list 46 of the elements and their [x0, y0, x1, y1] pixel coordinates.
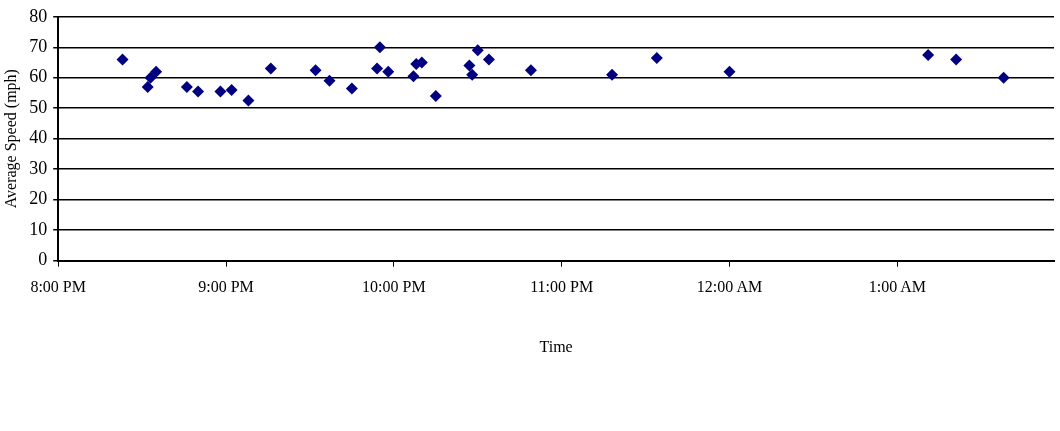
- point: [466, 68, 479, 81]
- point: [264, 62, 277, 75]
- point: [309, 64, 322, 77]
- point: [922, 48, 935, 61]
- x-tick-label: 1:00 AM: [868, 278, 927, 296]
- x-tick-label: 12:00 AM: [696, 278, 763, 296]
- point: [371, 62, 384, 75]
- y-tick-label: 50: [29, 96, 48, 117]
- y-tick-label: 70: [29, 36, 48, 57]
- point: [150, 65, 163, 78]
- y-tick-label: 30: [29, 157, 48, 178]
- point: [180, 80, 193, 93]
- point: [482, 53, 495, 66]
- point: [116, 53, 129, 66]
- y-tick-label: 80: [29, 5, 48, 26]
- point: [471, 44, 484, 57]
- point: [144, 71, 157, 84]
- x-tick-label: 10:00 PM: [362, 278, 426, 296]
- point: [225, 83, 238, 96]
- point: [997, 71, 1010, 84]
- y-tick-label: 10: [29, 218, 48, 239]
- point: [192, 85, 205, 98]
- y-tick-label: 0: [38, 249, 48, 270]
- y-tick-label: 20: [29, 188, 48, 209]
- y-axis-title: Average Speed (mph): [1, 69, 20, 209]
- x-tick-label: 11:00 PM: [530, 278, 594, 296]
- x-tick-label: 9:00 PM: [198, 278, 254, 296]
- point: [373, 41, 386, 54]
- x-tick-label: 8:00 PM: [30, 278, 86, 296]
- point: [382, 65, 395, 78]
- point: [524, 64, 537, 77]
- x-axis-title: Time: [539, 337, 573, 355]
- point: [650, 51, 663, 64]
- point: [242, 94, 255, 107]
- point: [141, 80, 154, 93]
- point: [345, 82, 358, 95]
- point: [463, 59, 476, 72]
- point: [214, 85, 227, 98]
- point: [723, 65, 736, 78]
- point: [407, 70, 420, 83]
- point: [429, 90, 442, 103]
- y-tick-label: 60: [29, 66, 48, 87]
- point: [950, 53, 963, 66]
- point: [606, 68, 619, 81]
- y-tick-label: 40: [29, 127, 48, 148]
- point: [323, 74, 336, 87]
